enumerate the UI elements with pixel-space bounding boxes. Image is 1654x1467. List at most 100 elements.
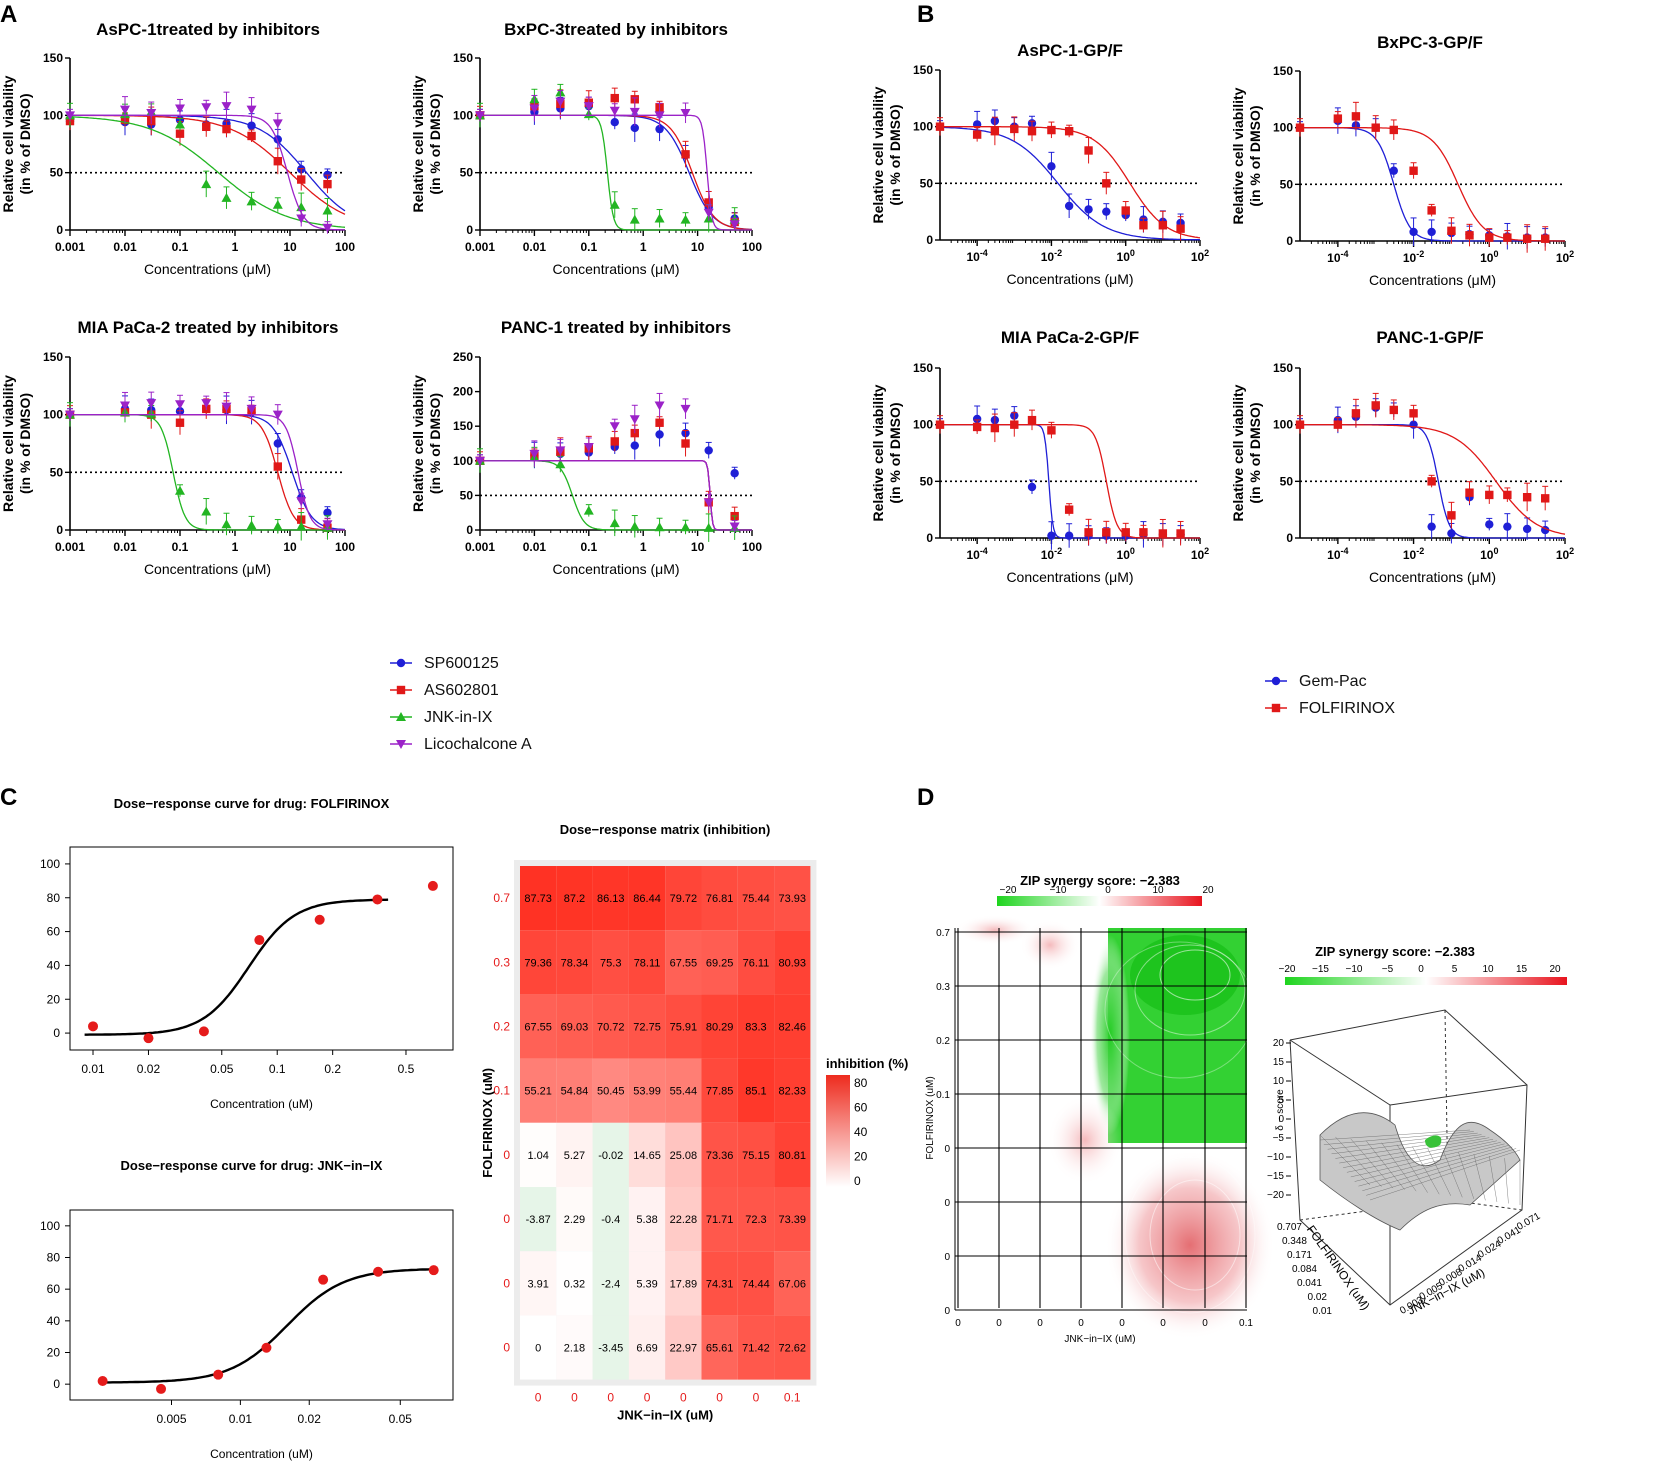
data-point — [1522, 524, 1532, 534]
x-tick-label: 10-4 — [1327, 546, 1348, 562]
colorbar-tick: 15 — [1516, 964, 1528, 975]
x-tick-label: 10-2 — [1403, 249, 1424, 265]
data-point — [609, 106, 620, 116]
x-tick-label: 102 — [1191, 248, 1209, 264]
x-tick-label: 100 — [335, 540, 355, 554]
data-point — [583, 505, 594, 515]
heatmap-cell — [628, 1058, 666, 1123]
data-point — [1176, 224, 1185, 233]
heatmap-cell-value: 76.81 — [706, 893, 734, 905]
x-tick-label: 102 — [1191, 546, 1209, 562]
heatmap-cell-value: -0.4 — [601, 1214, 620, 1226]
data-point — [703, 522, 714, 532]
z-tick-label: 10 — [1273, 1076, 1285, 1087]
heatmap-cell — [701, 930, 738, 995]
chart-panc1-inhibitors: PANC-1 treated by inhibitors 0 50 100 150 200… — [410, 318, 762, 577]
heatmap-cell — [665, 1315, 702, 1380]
y-tick-label: 100 — [40, 857, 60, 871]
chart-title: AsPC-1treated by inhibitors — [96, 20, 320, 39]
mesh-line — [1369, 1149, 1521, 1201]
x-tick-label: 0.1 — [580, 240, 597, 254]
heatmap-cell — [520, 994, 557, 1059]
x-tick-base: 10 — [1191, 250, 1205, 264]
heatmap-cell — [701, 1315, 738, 1380]
x-tick-exp: -2 — [1416, 249, 1424, 259]
data-point — [629, 107, 640, 117]
fit-curve-licochalcone-a — [480, 460, 752, 531]
heatmap-cell — [701, 1251, 738, 1316]
data-point — [297, 175, 306, 184]
data-point — [1333, 114, 1343, 123]
x-tick-label: 0.05 — [389, 1412, 413, 1426]
data-point — [529, 449, 540, 459]
zip-surface-zticks: 20 15 10 5 0 −5 −10 −15 −20 — [1267, 1038, 1291, 1201]
y-tick-label: 60 — [47, 925, 61, 939]
data-point — [65, 410, 75, 420]
data-point — [202, 122, 211, 131]
data-point — [1139, 221, 1148, 230]
chart-zip-surface: ZIP synergy score: −2.383 −20 −15 −10 −5 0 5 1… — [1267, 944, 1567, 1318]
y-tick-label: 60 — [47, 1282, 61, 1296]
x-tick-label: 0.02 — [298, 1412, 322, 1426]
data-point — [1010, 124, 1019, 134]
y-tick-label: 40 — [47, 958, 61, 972]
y-tick-label: 0.01 — [1313, 1306, 1333, 1317]
heatmap-cell-value: 79.72 — [670, 893, 698, 905]
data-point — [373, 1266, 384, 1277]
heatmap-cell — [592, 930, 629, 995]
x-tick-base: 10 — [966, 548, 980, 562]
heatmap-cell-value: 79.36 — [524, 957, 552, 969]
x-tick-exp: 0 — [1130, 248, 1135, 258]
data-point — [935, 420, 945, 429]
heatmap-cell-value: 54.84 — [561, 1086, 589, 1098]
heatmap-cell-value: 87.73 — [524, 893, 552, 905]
heatmap-cell — [556, 1187, 593, 1252]
y-tick-label: 100 — [40, 1219, 60, 1233]
y-tick-label: 150 — [913, 361, 933, 375]
x-axis-label: Concentrations (μM) — [552, 261, 679, 277]
zip-surface-colorbar — [1285, 977, 1567, 985]
fit-curve-gem-pac — [939, 126, 1201, 241]
heatmap-cell — [556, 866, 593, 931]
mesh-line — [1354, 1143, 1505, 1182]
zip-heatmap-xlabel: JNK−in−IX (uM) — [1064, 1334, 1135, 1345]
y-tick-label: 0.041 — [1297, 1278, 1322, 1289]
mesh-line — [1489, 1156, 1498, 1202]
heatmap-cell — [665, 1058, 702, 1123]
zip-heatmap-surface — [955, 915, 1275, 1340]
heatmap-cell — [520, 866, 557, 931]
heatmap-cell — [665, 866, 702, 931]
x-axis-label: Concentrations (μM) — [1369, 272, 1496, 288]
mesh-line — [1327, 1132, 1478, 1150]
y-axis-label-2: (in % of DMSO) — [427, 393, 443, 494]
heatmap-cell-value: -0.02 — [598, 1150, 623, 1162]
data-point — [322, 205, 333, 215]
data-point — [296, 497, 307, 507]
mesh-line — [1473, 1154, 1486, 1201]
x-tick-base: 10 — [1327, 251, 1341, 265]
x-tick-label: 1 — [640, 540, 647, 554]
heatmap-row-label: 0 — [503, 1212, 510, 1226]
x-axis-label: Concentrations (μM) — [1369, 569, 1496, 585]
data-point — [175, 129, 185, 138]
data-point — [428, 1265, 439, 1276]
y-axis-label: Relative cell viability — [0, 375, 16, 512]
y-tick-label: 0.3 — [936, 982, 950, 993]
data-point — [201, 179, 212, 189]
mesh-line — [1331, 1134, 1482, 1155]
x-tick-exp: -4 — [980, 248, 988, 258]
y-tick-label: 250 — [453, 350, 473, 364]
heatmap-cell — [556, 1058, 593, 1123]
mesh-line — [1319, 1134, 1371, 1186]
data-point — [1351, 112, 1361, 121]
zip-contour-1 — [1159, 949, 1231, 1001]
data-point — [272, 199, 283, 209]
heatmap-cell — [665, 1251, 702, 1316]
heatmap-cell-value: 77.85 — [706, 1086, 734, 1098]
heatmap-col-label: 0.1 — [784, 1391, 801, 1405]
heatmap-cell — [592, 866, 629, 931]
x-tick-label: 0.1 — [172, 540, 189, 554]
data-point — [175, 104, 185, 114]
y-tick-label: 0 — [466, 223, 473, 237]
zip-pink-corner — [955, 915, 1035, 945]
